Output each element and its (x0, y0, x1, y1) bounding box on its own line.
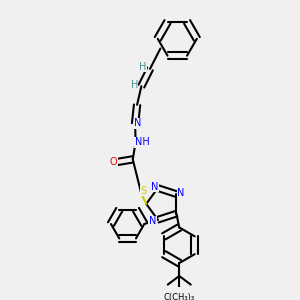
Text: H: H (130, 80, 138, 90)
Text: N: N (151, 182, 159, 192)
Text: N: N (149, 216, 156, 226)
Text: N: N (134, 118, 142, 128)
Text: NH: NH (135, 137, 149, 147)
Text: O: O (110, 157, 117, 167)
Text: H: H (139, 61, 146, 72)
Text: N: N (177, 188, 184, 198)
Text: C(CH₃)₃: C(CH₃)₃ (164, 293, 195, 300)
Text: S: S (141, 186, 147, 196)
